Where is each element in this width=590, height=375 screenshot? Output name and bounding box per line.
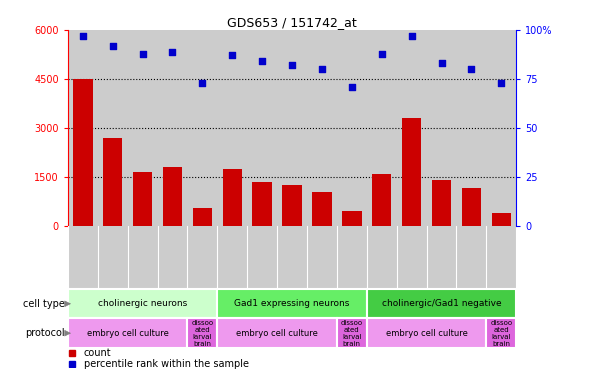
Bar — [312, 192, 332, 226]
Bar — [342, 211, 362, 226]
Bar — [253, 182, 272, 226]
Text: percentile rank within the sample: percentile rank within the sample — [84, 358, 248, 369]
Bar — [337, 318, 367, 348]
Point — [317, 66, 327, 72]
Point — [407, 33, 417, 39]
Point — [108, 43, 117, 49]
Point — [347, 84, 356, 90]
Title: GDS653 / 151742_at: GDS653 / 151742_at — [227, 16, 357, 29]
Text: cholinergic/Gad1 negative: cholinergic/Gad1 negative — [382, 299, 502, 308]
Bar — [217, 318, 337, 348]
Point — [467, 66, 476, 72]
Bar — [68, 289, 217, 318]
Point — [228, 53, 237, 58]
Point — [437, 60, 446, 66]
Text: embryo cell culture: embryo cell culture — [87, 329, 169, 338]
Point — [168, 49, 177, 55]
Bar — [432, 180, 451, 226]
Bar — [222, 169, 242, 226]
Bar — [491, 213, 511, 226]
Text: Gad1 expressing neurons: Gad1 expressing neurons — [234, 299, 350, 308]
Text: count: count — [84, 348, 111, 358]
Bar — [73, 79, 93, 226]
Bar — [372, 174, 391, 226]
Point — [78, 33, 87, 39]
Text: embryo cell culture: embryo cell culture — [386, 329, 467, 338]
Text: embryo cell culture: embryo cell culture — [236, 329, 318, 338]
Bar — [486, 318, 516, 348]
Bar — [217, 289, 367, 318]
Point — [377, 51, 386, 57]
Bar — [193, 208, 212, 226]
Bar — [163, 167, 182, 226]
Bar — [402, 118, 421, 226]
Point — [257, 58, 267, 64]
Point — [287, 62, 297, 68]
Bar — [367, 289, 516, 318]
Point — [497, 80, 506, 86]
Bar — [462, 189, 481, 226]
Text: cholinergic neurons: cholinergic neurons — [98, 299, 187, 308]
Bar — [133, 172, 152, 226]
Bar — [188, 318, 217, 348]
Point — [198, 80, 207, 86]
Text: cell type: cell type — [23, 299, 65, 309]
Bar — [68, 318, 188, 348]
Bar — [103, 138, 122, 226]
Bar — [367, 318, 486, 348]
Text: dissoo
ated
larval
brain: dissoo ated larval brain — [191, 320, 214, 347]
Text: dissoo
ated
larval
brain: dissoo ated larval brain — [490, 320, 512, 347]
Text: protocol: protocol — [25, 328, 65, 338]
Bar — [283, 185, 301, 226]
Text: dissoo
ated
larval
brain: dissoo ated larval brain — [341, 320, 363, 347]
Point — [138, 51, 148, 57]
